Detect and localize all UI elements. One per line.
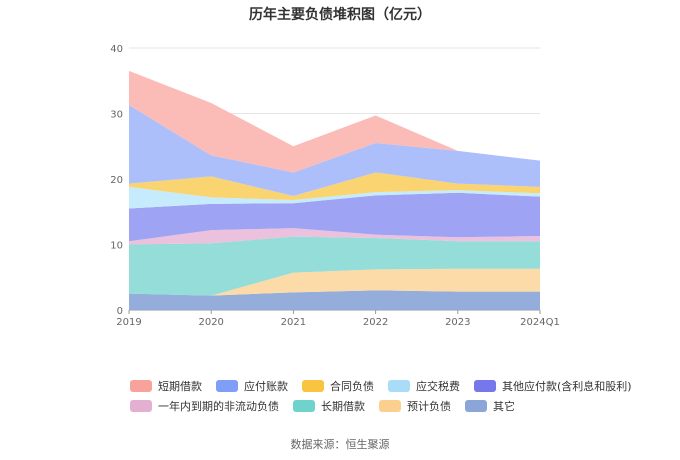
y-tick-label: 30 xyxy=(110,110,123,121)
chart-title: 历年主要负债堆积图（亿元） xyxy=(249,7,431,23)
legend-swatch xyxy=(379,400,401,412)
y-tick-label: 40 xyxy=(110,44,123,55)
legend-row: 一年内到期的非流动负债 长期借款 预计负债 其它 xyxy=(130,396,590,416)
legend-item[interactable]: 一年内到期的非流动负债 xyxy=(130,398,279,414)
area-series xyxy=(129,192,540,242)
area-series xyxy=(129,290,540,310)
legend-label: 预计负债 xyxy=(407,400,451,413)
legend-swatch xyxy=(293,400,315,412)
area-series xyxy=(129,268,540,296)
chart-legend: 短期借款 应付账款 合同负债 应交税费 其他应付款(含利息和股利) 一年内到期的非流动负债… xyxy=(130,376,632,416)
legend-swatch xyxy=(388,380,410,392)
legend-item[interactable]: 长期借款 xyxy=(293,398,365,414)
x-tick-label: 2021 xyxy=(281,317,306,328)
x-tick-label: 2022 xyxy=(363,317,388,328)
legend-item[interactable]: 预计负债 xyxy=(379,398,451,414)
data-source-note: 数据来源：恒生聚源 xyxy=(290,438,390,451)
stacked-area-chart: 0 10 20 30 40 2019 2020 2021 2022 2023 2024Q1 xyxy=(110,44,560,328)
legend-label: 短期借款 xyxy=(158,380,202,393)
x-tick-label: 2019 xyxy=(116,317,141,328)
legend-row: 短期借款 应付账款 合同负债 应交税费 其他应付款(含利息和股利) xyxy=(130,376,632,396)
legend-swatch xyxy=(216,380,238,392)
legend-label: 合同负债 xyxy=(330,380,374,393)
legend-item[interactable]: 其他应付款(含利息和股利) xyxy=(474,378,632,394)
legend-item[interactable]: 应付账款 xyxy=(216,378,288,394)
legend-label: 一年内到期的非流动负债 xyxy=(158,400,279,413)
legend-swatch xyxy=(465,400,487,412)
legend-label: 应交税费 xyxy=(416,380,460,393)
x-tick-label: 2020 xyxy=(198,317,223,328)
legend-label: 长期借款 xyxy=(321,400,365,413)
x-tick-label: 2023 xyxy=(445,317,470,328)
legend-item[interactable]: 其它 xyxy=(465,398,515,414)
y-tick-label: 20 xyxy=(110,175,123,186)
legend-swatch xyxy=(474,380,496,392)
legend-label: 其他应付款(含利息和股利) xyxy=(502,380,632,393)
area-series xyxy=(129,186,540,209)
area-series xyxy=(129,172,540,200)
legend-swatch xyxy=(302,380,324,392)
legend-label: 其它 xyxy=(493,400,515,413)
legend-label: 应付账款 xyxy=(244,380,288,393)
y-tick-label: 10 xyxy=(110,241,123,252)
area-series xyxy=(129,70,540,173)
legend-swatch xyxy=(130,380,152,392)
legend-swatch xyxy=(130,400,152,412)
y-tick-label: 0 xyxy=(117,306,123,317)
area-series xyxy=(129,228,540,245)
legend-item[interactable]: 短期借款 xyxy=(130,378,202,394)
x-tick-label: 2024Q1 xyxy=(520,317,560,328)
area-series xyxy=(129,236,540,296)
legend-item[interactable]: 合同负债 xyxy=(302,378,374,394)
legend-item[interactable]: 应交税费 xyxy=(388,378,460,394)
area-series xyxy=(129,104,540,197)
